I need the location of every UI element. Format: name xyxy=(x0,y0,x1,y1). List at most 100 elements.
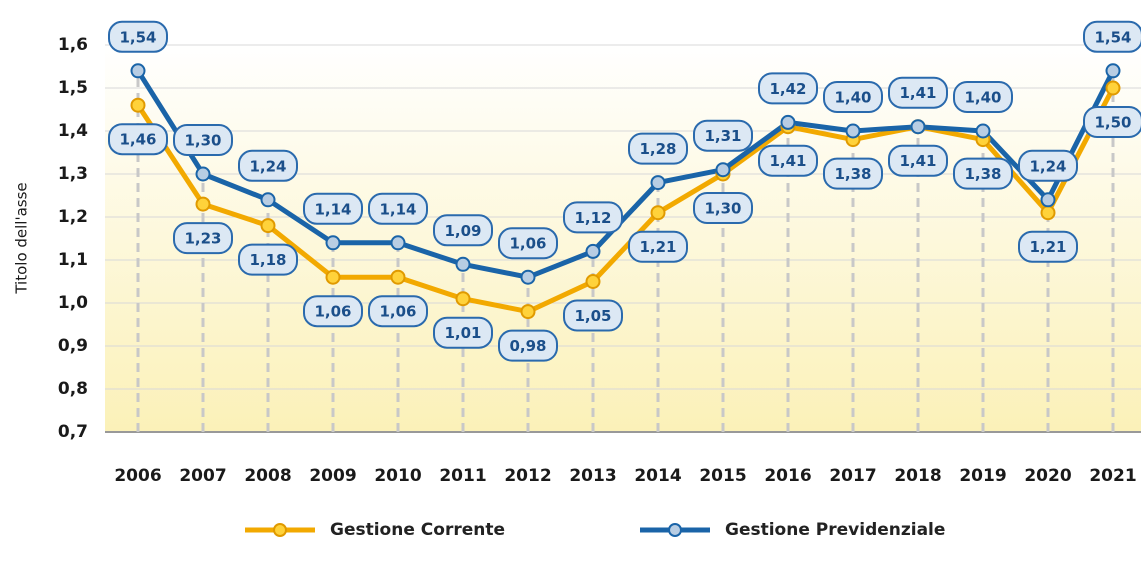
data-label-box xyxy=(173,124,233,156)
data-label-box xyxy=(1018,149,1078,182)
data-label: 1,05 xyxy=(574,307,611,325)
point xyxy=(455,256,471,272)
point xyxy=(845,123,861,139)
data-label: 1,30 xyxy=(184,132,221,150)
data-label: 1,54 xyxy=(119,28,156,46)
data-label-box xyxy=(563,201,623,234)
data-label-box xyxy=(433,316,493,349)
data-label: 1,41 xyxy=(769,152,806,170)
data-label: 1,42 xyxy=(769,80,806,98)
data-label-box xyxy=(1018,230,1078,263)
point xyxy=(975,123,991,139)
data-label-box xyxy=(433,214,493,247)
data-label: 1,21 xyxy=(639,238,676,256)
point xyxy=(1105,80,1121,96)
data-label: 1,09 xyxy=(444,222,481,240)
x-tick-label: 2014 xyxy=(634,466,681,486)
x-tick-label: 2017 xyxy=(829,466,876,486)
y-tick-label: 1,3 xyxy=(58,164,88,184)
x-tick-label: 2010 xyxy=(374,466,421,486)
data-label: 1,38 xyxy=(834,165,871,183)
point xyxy=(1105,63,1121,79)
data-label-box xyxy=(108,20,168,53)
point xyxy=(130,97,146,113)
y-tick-label: 0,8 xyxy=(58,379,88,399)
data-label: 1,41 xyxy=(899,84,936,102)
series-line xyxy=(135,69,1116,280)
y-tick-label: 1,1 xyxy=(58,250,88,270)
data-label: 1,46 xyxy=(119,131,156,149)
legend-marker xyxy=(273,523,287,537)
data-label-box xyxy=(758,144,818,177)
data-label: 1,14 xyxy=(379,200,416,218)
data-label-box xyxy=(823,81,883,113)
series-line xyxy=(135,86,1116,315)
x-tick-label: 2019 xyxy=(959,466,1006,486)
point xyxy=(390,269,406,285)
x-tick-label: 2021 xyxy=(1089,466,1136,486)
data-label: 0,98 xyxy=(509,337,546,355)
data-label-box xyxy=(1083,20,1141,53)
y-tick-label: 1,4 xyxy=(58,121,88,141)
data-label-box xyxy=(693,119,753,152)
x-tick-label: 2018 xyxy=(894,466,941,486)
point xyxy=(650,175,666,191)
legend-marker xyxy=(668,523,682,537)
x-tick-label: 2013 xyxy=(569,466,616,486)
data-label: 1,01 xyxy=(444,324,481,342)
data-label: 1,38 xyxy=(964,165,1001,183)
y-tick-label: 0,9 xyxy=(58,336,88,356)
legend-label: Gestione Corrente xyxy=(330,520,505,540)
point xyxy=(910,119,926,135)
point xyxy=(325,235,341,251)
data-label-box xyxy=(238,149,298,182)
point xyxy=(195,166,211,182)
x-tick-label: 2006 xyxy=(114,466,161,486)
data-label: 1,50 xyxy=(1094,114,1131,132)
data-label: 1,23 xyxy=(184,230,221,248)
data-label-box xyxy=(173,222,233,255)
data-label-box xyxy=(1083,106,1141,138)
data-label-box xyxy=(368,192,428,225)
y-axis-title: Titolo dell'asse xyxy=(13,182,31,294)
data-label: 1,40 xyxy=(964,89,1001,107)
point xyxy=(1040,205,1056,221)
data-label-box xyxy=(238,243,298,276)
data-label-box xyxy=(823,157,883,190)
x-tick-label: 2015 xyxy=(699,466,746,486)
data-label: 1,28 xyxy=(639,140,676,158)
x-tick-label: 2009 xyxy=(309,466,356,486)
x-tick-label: 2020 xyxy=(1024,466,1071,486)
point xyxy=(325,269,341,285)
data-label-box xyxy=(108,123,168,156)
legend-label: Gestione Previdenziale xyxy=(725,520,945,540)
point xyxy=(1040,192,1056,208)
x-tick-label: 2011 xyxy=(439,466,486,486)
y-tick-label: 1,0 xyxy=(58,293,88,313)
y-tick-label: 1,6 xyxy=(58,35,88,55)
point xyxy=(260,192,276,208)
data-label-box xyxy=(758,72,818,105)
data-label: 1,06 xyxy=(314,303,351,321)
x-tick-label: 2012 xyxy=(504,466,551,486)
point xyxy=(455,291,471,307)
data-label: 1,06 xyxy=(379,303,416,321)
data-label-box xyxy=(953,157,1013,190)
data-label: 1,31 xyxy=(704,127,741,145)
data-label-box xyxy=(888,76,948,109)
x-tick-label: 2016 xyxy=(764,466,811,486)
data-label: 1,54 xyxy=(1094,28,1131,46)
data-label-box xyxy=(888,144,948,177)
data-label-box xyxy=(498,329,558,362)
data-label: 1,30 xyxy=(704,200,741,218)
data-label: 1,14 xyxy=(314,200,351,218)
data-label: 1,24 xyxy=(1029,157,1066,175)
data-label-box xyxy=(563,299,623,332)
data-label: 1,12 xyxy=(574,209,611,227)
point xyxy=(780,114,796,130)
point xyxy=(520,304,536,320)
data-label: 1,24 xyxy=(249,157,286,175)
point xyxy=(715,162,731,178)
point xyxy=(585,274,601,289)
